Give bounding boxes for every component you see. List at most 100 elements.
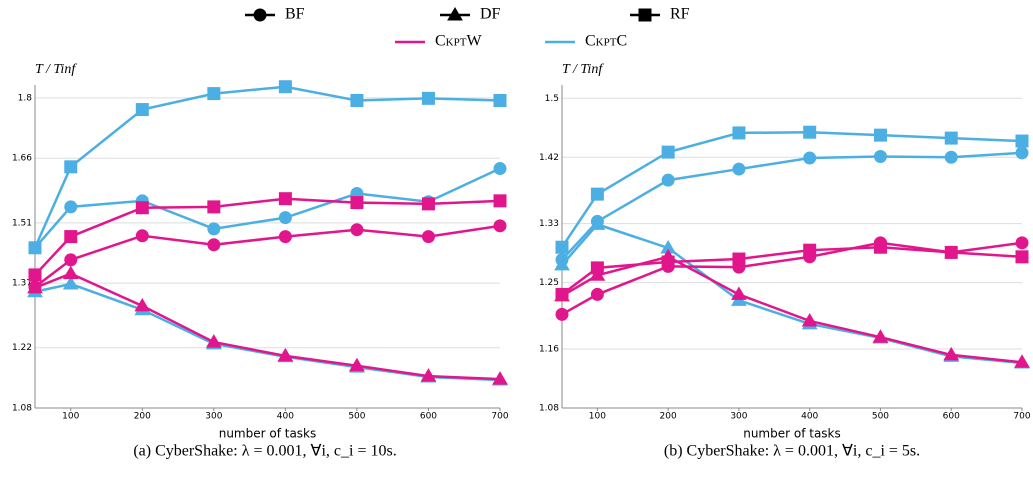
y-tick-label: 1.22: [12, 343, 32, 353]
point: [207, 200, 221, 214]
y-tick-label: 1.16: [539, 345, 559, 355]
point: [944, 245, 958, 259]
x-axis-label: number of tasks: [743, 427, 841, 441]
legend-marker: [638, 8, 652, 22]
point: [64, 200, 78, 214]
point: [28, 268, 42, 282]
x-tick-label: 700: [1013, 412, 1030, 422]
point: [28, 241, 42, 255]
x-tick-label: 100: [62, 412, 79, 422]
point: [944, 150, 958, 164]
y-tick-label: 1.25: [539, 278, 559, 288]
x-tick-label: 700: [491, 412, 508, 422]
point: [278, 80, 292, 94]
point: [493, 94, 507, 108]
point: [555, 240, 569, 254]
x-axis-label: number of tasks: [219, 427, 317, 441]
point: [732, 126, 746, 140]
point: [135, 201, 149, 215]
point: [803, 151, 817, 165]
point: [134, 297, 151, 312]
legend-label: DF: [480, 6, 501, 23]
legend-label: CkptW: [435, 33, 482, 50]
series-line: [561, 241, 1023, 316]
series-line: [34, 197, 501, 276]
point: [207, 222, 221, 236]
point: [1015, 134, 1029, 148]
point: [660, 248, 677, 263]
point: [555, 307, 569, 321]
point: [64, 253, 78, 267]
y-axis-label: T / Tinf: [35, 62, 77, 77]
x-tick-label: 200: [660, 412, 677, 422]
series-line: [561, 151, 1023, 261]
point: [590, 187, 604, 201]
point: [590, 287, 604, 301]
point: [27, 279, 43, 294]
series-line: [33, 85, 501, 249]
x-tick-label: 600: [943, 412, 960, 422]
point: [350, 94, 364, 108]
point: [349, 357, 365, 372]
y-axis-label: T / Tinf: [562, 62, 604, 77]
legend-label: RF: [670, 6, 690, 23]
point: [1014, 354, 1030, 368]
series-line: [34, 272, 501, 381]
point: [1015, 146, 1029, 160]
legend-label: CkptC: [585, 33, 627, 50]
point: [135, 229, 149, 243]
point: [873, 150, 887, 164]
point: [207, 238, 221, 252]
series-line: [34, 224, 501, 288]
point: [1015, 250, 1029, 264]
point: [64, 230, 78, 244]
point: [278, 211, 292, 225]
series-line: [561, 255, 1023, 364]
point: [278, 192, 292, 206]
point: [350, 223, 364, 237]
y-tick-label: 1.37: [12, 279, 32, 289]
caption: (b) CyberShake: λ = 0.001, ∀i, c_i = 5s.: [664, 443, 920, 460]
legend-marker: [447, 7, 463, 21]
point: [944, 131, 958, 145]
caption: (a) CyberShake: λ = 0.001, ∀i, c_i = 10s…: [133, 443, 396, 460]
series-line: [34, 167, 501, 249]
point: [943, 346, 960, 361]
point: [493, 219, 507, 233]
y-tick-label: 1.8: [18, 93, 33, 103]
x-tick-label: 400: [277, 412, 294, 422]
point: [64, 160, 78, 174]
point: [207, 87, 221, 101]
legend-marker: [253, 8, 267, 22]
series-line: [34, 282, 501, 382]
point: [661, 145, 675, 159]
point: [1015, 236, 1029, 250]
point: [732, 162, 746, 176]
point: [873, 236, 887, 250]
x-tick-label: 400: [801, 412, 818, 422]
point: [62, 265, 79, 280]
point: [492, 371, 508, 385]
point: [278, 230, 292, 244]
y-tick-label: 1.5: [545, 94, 559, 104]
point: [731, 286, 747, 300]
x-tick-label: 500: [348, 412, 365, 422]
x-tick-label: 500: [872, 412, 889, 422]
point: [277, 347, 294, 362]
point: [421, 197, 435, 211]
point: [205, 334, 222, 348]
point: [493, 194, 507, 208]
point: [421, 230, 435, 244]
point: [135, 103, 149, 117]
y-tick-label: 1.66: [12, 154, 32, 164]
point: [421, 91, 435, 105]
x-tick-label: 600: [420, 412, 437, 422]
x-tick-label: 300: [205, 412, 222, 422]
point: [801, 312, 818, 327]
y-tick-label: 1.51: [12, 218, 32, 228]
point: [803, 250, 817, 264]
y-tick-label: 1.42: [539, 153, 559, 163]
x-tick-label: 300: [730, 412, 747, 422]
point: [873, 128, 887, 142]
